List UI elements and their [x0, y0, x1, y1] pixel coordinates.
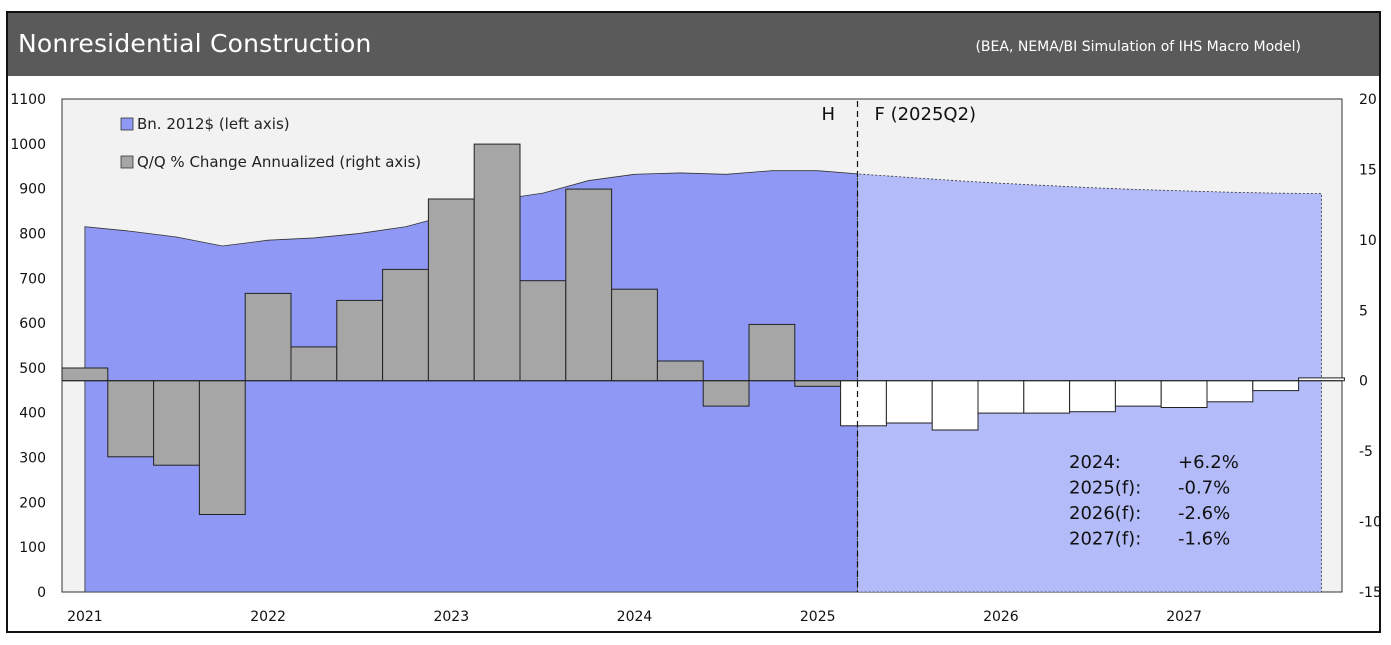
- left-tick-label: 600: [19, 316, 46, 332]
- left-tick-label: 200: [19, 495, 46, 511]
- left-tick-label: 1100: [10, 92, 46, 108]
- bar-2022Q4: [382, 268, 429, 382]
- right-tick-label: 15: [1359, 162, 1377, 178]
- legend-label: Q/Q % Change Annualized (right axis): [137, 153, 421, 171]
- forecast-marker-label: F (2025Q2): [875, 104, 977, 125]
- x-tick-label: 2027: [1166, 609, 1202, 625]
- chart-source: (BEA, NEMA/BI Simulation of IHS Macro Mo…: [975, 39, 1301, 55]
- right-tick-label: -15: [1359, 585, 1382, 601]
- right-tick-label: 0: [1359, 374, 1368, 390]
- bar-2024Q4: [748, 323, 796, 382]
- left-tick-label: 300: [19, 451, 46, 467]
- bar-2027Q2: [1206, 380, 1254, 403]
- bar-2024Q2: [656, 360, 704, 382]
- bar-2023Q2: [473, 143, 521, 382]
- bar-2021Q4: [198, 380, 246, 516]
- x-tick-label: 2025: [800, 609, 836, 625]
- legend-swatch: [120, 155, 134, 169]
- stat-label: 2024:: [1069, 452, 1121, 473]
- x-tick-label: 2024: [617, 609, 653, 625]
- stat-value: +6.2%: [1178, 452, 1239, 473]
- right-tick-label: 10: [1359, 233, 1377, 249]
- x-tick-label: 2026: [983, 609, 1019, 625]
- bar-2021Q2: [107, 380, 155, 458]
- stat-value: -0.7%: [1178, 478, 1230, 499]
- bar-2022Q2: [290, 346, 338, 382]
- stat-label: 2027(f):: [1069, 529, 1141, 550]
- left-tick-label: 0: [37, 585, 46, 601]
- bar-2027Q1: [1160, 380, 1208, 409]
- right-tick-label: -10: [1359, 515, 1382, 531]
- right-tick-label: 5: [1359, 303, 1368, 319]
- bar-2023Q4: [565, 188, 613, 382]
- chart-header: Nonresidential Construction (BEA, NEMA/B…: [8, 13, 1379, 76]
- x-tick-label: 2023: [433, 609, 469, 625]
- stat-value: -2.6%: [1178, 503, 1230, 524]
- bar-2024Q3: [702, 380, 750, 407]
- bar-2025Q4: [931, 380, 979, 431]
- left-tick-label: 800: [19, 226, 46, 242]
- bar-2022Q3: [336, 299, 384, 382]
- left-tick-label: 100: [19, 540, 46, 556]
- bar-2023Q3: [519, 280, 567, 382]
- bar-2025Q1: [794, 380, 842, 387]
- bar-2025Q2: [840, 380, 887, 427]
- right-tick-label: -5: [1359, 444, 1373, 460]
- legend-label: Bn. 2012$ (left axis): [137, 115, 290, 133]
- left-tick-label: 500: [19, 361, 46, 377]
- bar-2026Q1: [977, 380, 1025, 414]
- bar-2026Q2: [1023, 380, 1071, 414]
- left-tick-label: 900: [19, 182, 46, 198]
- bar-2021Q3: [153, 380, 200, 466]
- bar-2023Q1: [427, 198, 475, 382]
- left-tick-label: 700: [19, 271, 46, 287]
- stat-label: 2026(f):: [1069, 503, 1141, 524]
- x-tick-label: 2021: [67, 609, 103, 625]
- bar-2025Q3: [885, 380, 933, 424]
- bar-2024Q1: [611, 288, 658, 382]
- x-tick-label: 2022: [250, 609, 286, 625]
- legend-swatch: [120, 117, 134, 131]
- bar-2022Q1: [244, 292, 292, 382]
- stat-value: -1.6%: [1178, 529, 1230, 550]
- bar-2027Q3: [1252, 380, 1300, 392]
- history-marker-label: H: [822, 104, 836, 125]
- left-tick-label: 400: [19, 406, 46, 422]
- bar-2026Q3: [1069, 380, 1116, 413]
- right-tick-label: 20: [1359, 92, 1377, 108]
- chart-title: Nonresidential Construction: [18, 29, 372, 58]
- bar-2026Q4: [1114, 380, 1162, 407]
- stat-label: 2025(f):: [1069, 478, 1141, 499]
- left-tick-label: 1000: [10, 137, 46, 153]
- bar-2021Q1: [61, 367, 109, 382]
